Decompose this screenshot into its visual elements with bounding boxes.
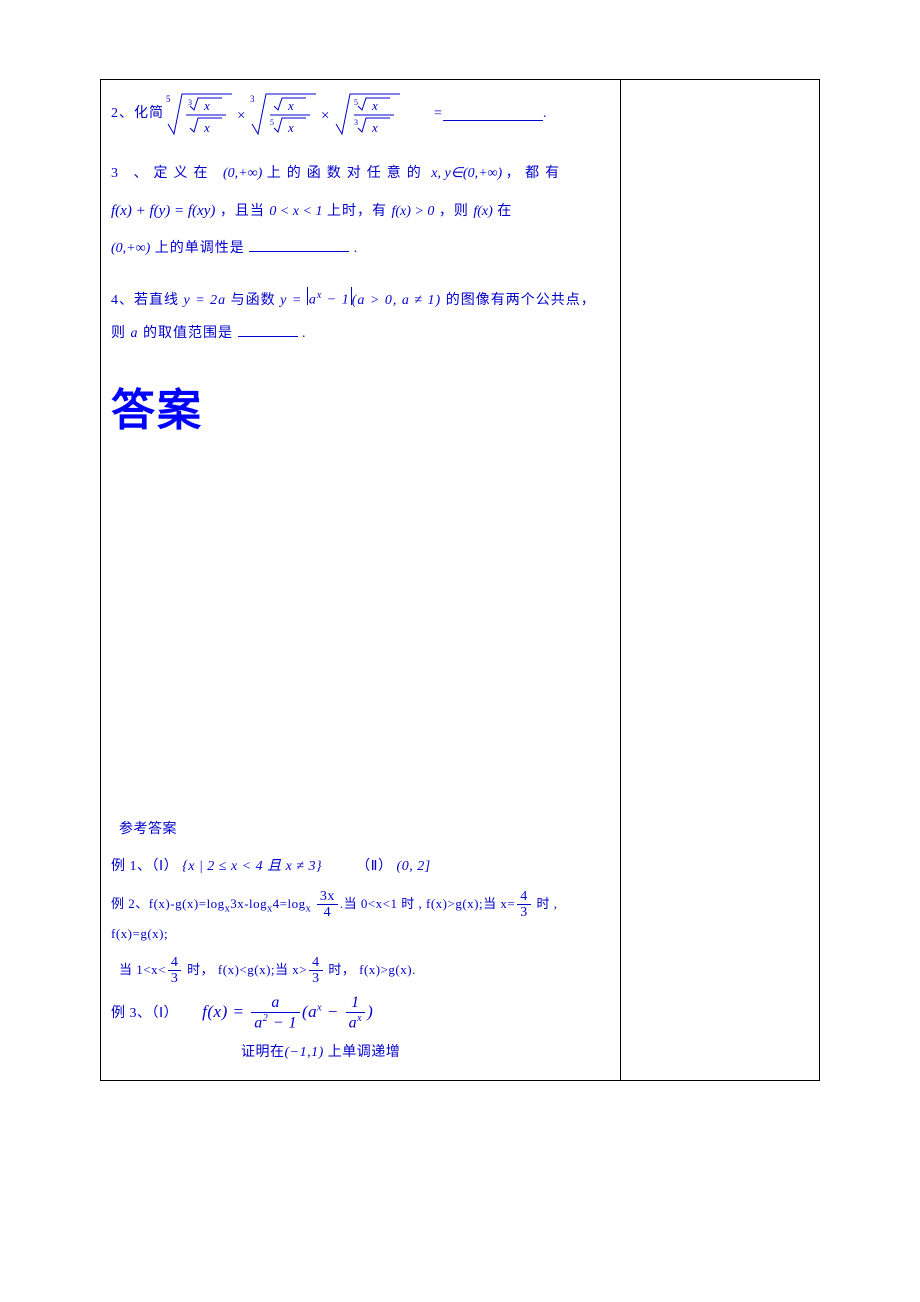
page-border: 2、化简 5 3 x x × 3 [100,79,820,1081]
q4-funceq: y = ax − 1(a > 0, a ≠ 1) [280,293,446,308]
q2-formula: 5 3 x x × 3 x 5 [164,88,434,140]
svg-text:x: x [203,98,211,113]
q4-with: 与函数 [231,293,276,308]
q3-line1: 3 、定义在 [111,166,223,181]
answer-ex2-line2: 当 1<x<43 时， f(x)<g(x);当 x>43 时， f(x)>g(x… [119,955,610,987]
answer-ex3-line2: 证明在(−1,1) 上单调递增 [241,1038,610,1069]
frac-3x-4: 3x4 [317,889,338,921]
svg-text:×: × [237,108,246,124]
q4-range: 的取值范围是 [143,326,233,341]
q3-vars: x, y∈(0,+∞) [431,166,505,181]
side-column [621,80,819,1080]
svg-text:x: x [203,120,211,135]
q2-label: 2、化简 [111,100,164,128]
q2-equals: = [434,100,443,128]
q4-blank [238,323,298,337]
svg-text:x: x [287,98,295,113]
svg-text:3: 3 [354,118,359,127]
q4-then: 则 [111,326,126,341]
q3-period: . [354,241,359,256]
answers-ref: 参考答案 [119,815,610,846]
svg-text:×: × [321,108,330,124]
q2-period: . [543,100,548,128]
answer-title: 答案 [111,367,610,455]
svg-text:x: x [287,120,295,135]
answers-block: 参考答案 例 1、（Ⅰ） {x | 2 ≤ x < 4 且 x ≠ 3} （Ⅱ）… [111,815,610,1068]
q4-var: a [131,326,144,341]
q3-eq: f(x) + f(y) = f(xy) [111,203,215,219]
q3-then: ，则 [439,204,469,219]
question-2: 2、化简 5 3 x x × 3 [111,88,610,140]
svg-text:5: 5 [270,118,275,127]
answer-ex2-line1: 例 2、f(x)-g(x)=logx3x-logx4=logx 3x4.当 0<… [111,889,610,949]
svg-text:x: x [371,98,379,113]
question-3: 3 、定义在 (0,+∞) 上的函数对任意的 x, y∈(0,+∞) ， 都有 … [111,156,610,268]
answer-ex3-line1: 例 3、（Ⅰ） f(x) = a a2 − 1 (ax − 1 ax ) [111,993,610,1032]
q3-condb: 上时，有 [327,204,387,219]
q3-interval3: (0,+∞) [111,241,150,256]
svg-text:x: x [371,120,379,135]
svg-text:3: 3 [188,98,193,107]
q3-mono: 上的单调性是 [155,241,245,256]
svg-text:5: 5 [354,98,359,107]
svg-text:3: 3 [250,94,256,104]
q4-haspts: 的图像有两个公共点， [446,293,596,308]
q3-condrange: 0 < x < 1 [269,204,322,219]
q4-period: . [302,326,307,341]
q3-mid1: 上的函数对任意的 [267,166,427,181]
answer-ex1: 例 1、（Ⅰ） {x | 2 ≤ x < 4 且 x ≠ 3} （Ⅱ） (0, … [111,852,610,883]
svg-text:5: 5 [166,94,172,104]
main-column: 2、化简 5 3 x x × 3 [101,80,621,1080]
q3-blank [249,238,349,252]
q3-at: 在 [497,204,512,219]
question-4: 4、若直线 y = 2a 与函数 y = ax − 1(a > 0, a ≠ 1… [111,284,610,351]
q3-fx: f(x) [473,204,492,219]
q3-condfx: f(x) > 0 [391,204,434,219]
q4-label: 4、若直线 [111,293,179,308]
q2-blank [443,107,543,121]
q3-has: 都有 [525,166,565,181]
q4-lineeq: y = 2a [184,293,227,308]
q3-interval1: (0,+∞) [223,166,262,181]
q3-conda: ，且当 [220,204,265,219]
